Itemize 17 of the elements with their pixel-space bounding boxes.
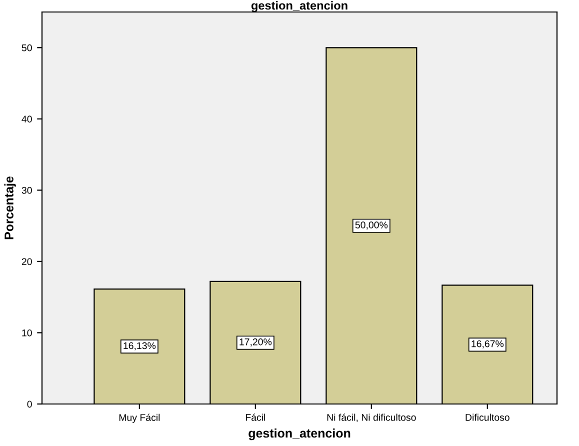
y-tick-label: 30 [22,186,32,194]
data-label: 16,13% [124,342,156,350]
y-tick-label: 0 [27,400,32,408]
y-tick-label: 40 [22,116,32,123]
chart-title: gestion_atencion [251,1,348,12]
y-axis-title: Porcentaje [4,176,16,240]
y-tick-label: 50 [22,44,32,52]
x-tick-label: Ni fácil, Ni dificultoso [327,414,416,422]
y-tick-label: 20 [22,258,32,266]
data-label: 16,67% [472,340,504,348]
x-tick-label: Dificultoso [466,414,510,421]
data-label: 17,20% [240,338,272,346]
x-axis-title: gestion_atencion [248,428,350,440]
x-tick-label: Fácil [246,414,266,421]
x-tick-label: Muy Fácil [119,414,160,423]
data-label: 50,00% [355,222,388,230]
y-tick-label: 10 [22,329,32,336]
